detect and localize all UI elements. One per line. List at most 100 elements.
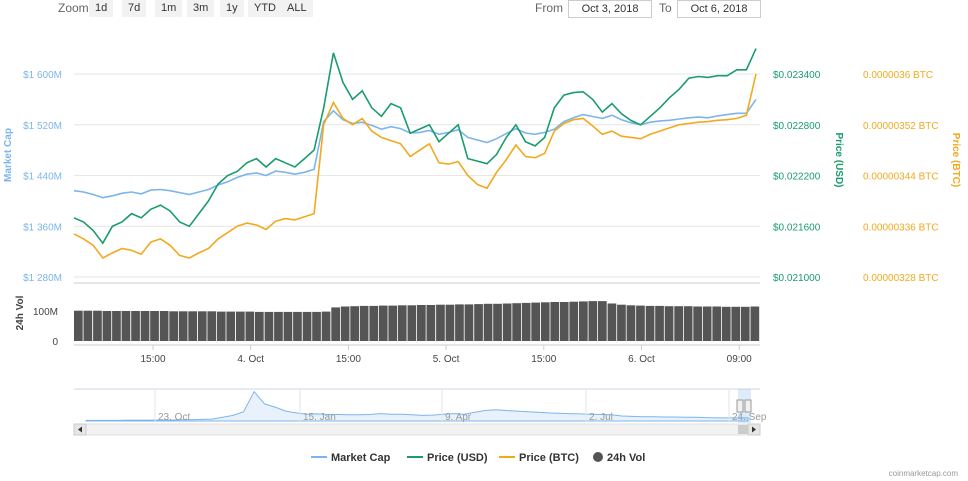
volume-bar [140, 311, 150, 341]
zoom-all-button[interactable]: ALL [281, 0, 313, 17]
volume-bar [626, 305, 636, 341]
legend: Market Cap Price (USD) Price (BTC) 24h V… [311, 452, 645, 464]
volume-bar [512, 303, 521, 341]
price-btc-tick-label: 0.0000036 BTC [863, 70, 933, 81]
volume-bar [426, 305, 436, 341]
volume-bar [607, 303, 617, 341]
volume-bar [598, 301, 607, 341]
to-date-input[interactable]: Oct 6, 2018 [677, 0, 761, 18]
volume-bar [93, 310, 102, 341]
volume-bar [312, 311, 321, 341]
volume-bar [150, 311, 159, 341]
volume-bar [102, 311, 112, 341]
zoom-7d-button[interactable]: 7d [122, 0, 147, 17]
x-tick-label: 4. Oct [237, 354, 264, 365]
from-date-input[interactable]: Oct 3, 2018 [568, 0, 652, 18]
volume-bar [436, 304, 445, 341]
legend-item-price-btc[interactable]: Price (BTC) [499, 452, 579, 464]
x-tick-label: 6. Oct [628, 354, 655, 365]
volume-bar [302, 311, 312, 341]
zoom-3m-button[interactable]: 3m [187, 0, 215, 17]
scrollbar-track[interactable] [73, 423, 761, 436]
legend-label-price-btc: Price (BTC) [519, 452, 579, 464]
scrollbar-left-arrow-icon [78, 426, 82, 433]
volume-tick-label: 100M [33, 307, 58, 318]
market-cap-axis-title: Market Cap [3, 128, 14, 182]
legend-dot-icon [593, 452, 603, 462]
volume-bar [159, 311, 169, 341]
volume-bar [226, 311, 236, 341]
navigator-area [85, 390, 749, 422]
volume-bar [121, 311, 131, 341]
legend-label-price-usd: Price (USD) [427, 452, 488, 464]
volume-bar [245, 311, 255, 341]
volume-bar [674, 306, 683, 341]
volume-bar [636, 305, 645, 341]
volume-bar [474, 304, 483, 341]
volume-bar [331, 307, 340, 341]
volume-bar [274, 311, 283, 341]
price-btc-axis-title: Price (BTC) [950, 133, 961, 187]
price-btc-tick-label: 0.00000344 BTC [863, 172, 939, 183]
volume-bar [464, 304, 474, 341]
scrollbar-right-arrow-icon [752, 426, 756, 433]
market-cap-tick-label: $1 600M [23, 70, 62, 81]
price-usd-axis-title: Price (USD) [833, 132, 844, 187]
volume-bar [664, 306, 674, 341]
x-tick-label: 09:00 [727, 354, 752, 365]
volume-bar [112, 311, 121, 341]
legend-item-24h-vol[interactable]: 24h Vol [593, 452, 645, 464]
navigator[interactable]: 23. Oct 15. Jan 9. Apr 2. Jul 24. Sep [74, 388, 767, 423]
volume-axis: 100M 0 [33, 307, 58, 348]
price-usd-tick-label: $0.023400 [773, 70, 821, 81]
x-tick-label: 15:00 [140, 354, 165, 365]
volume-bar [540, 302, 550, 341]
navigator-tick-label: 15. Jan [303, 412, 336, 423]
zoom-1d-button[interactable]: 1d [89, 0, 114, 17]
market-cap-tick-label: $1 360M [23, 222, 62, 233]
x-tick-label: 15:00 [531, 354, 556, 365]
volume-bar [445, 304, 455, 341]
volume-bar [693, 306, 702, 341]
price-usd-axis: $0.023400 $0.022800 $0.022200 $0.021600 $0.0… [773, 70, 821, 284]
volume-bar [683, 306, 693, 341]
price-btc-tick-label: 0.00000352 BTC [863, 121, 939, 132]
volume-bar [340, 306, 350, 341]
navigator-handle-right[interactable] [744, 399, 752, 413]
price-btc-axis: 0.0000036 BTC 0.00000352 BTC 0.00000344 BT… [863, 70, 939, 284]
volume-bar [750, 306, 760, 341]
legend-item-market-cap[interactable]: Market Cap [311, 452, 391, 464]
volume-bar [579, 301, 588, 341]
volume-bar [502, 303, 512, 341]
scrollbar-thumb[interactable] [738, 425, 748, 434]
price-usd-tick-label: $0.021600 [773, 222, 821, 233]
volume-bar [407, 305, 417, 341]
price-usd-tick-label: $0.022800 [773, 121, 821, 132]
navigator-handle-left[interactable] [736, 399, 744, 413]
market-cap-tick-label: $1 280M [23, 273, 62, 284]
volume-bar [388, 305, 398, 341]
navigator-tick-label: 2. Jul [589, 412, 613, 423]
scrollbar[interactable] [73, 423, 761, 436]
x-axis: 15:00 4. Oct 15:00 5. Oct 15:00 6. Oct 09:00 [140, 345, 752, 365]
credit-link[interactable]: coinmarketcap.com [888, 469, 958, 478]
navigator-tick-label: 9. Apr [445, 412, 472, 423]
volume-bar [397, 305, 407, 341]
zoom-1m-button[interactable]: 1m [155, 0, 183, 17]
x-tick-label: 15:00 [336, 354, 361, 365]
legend-label-market-cap: Market Cap [331, 452, 391, 464]
legend-label-24h-vol: 24h Vol [607, 452, 645, 464]
legend-item-price-usd[interactable]: Price (USD) [407, 452, 488, 464]
from-label: From [535, 1, 563, 15]
volume-bar [321, 311, 331, 341]
volume-bar [712, 306, 722, 341]
volume-bar [531, 302, 540, 341]
market-cap-tick-label: $1 520M [23, 121, 62, 132]
grid-lines [74, 73, 760, 346]
zoom-ytd-button[interactable]: YTD [248, 0, 282, 17]
volume-bar [483, 303, 493, 341]
volume-bar [559, 302, 569, 341]
zoom-1y-button[interactable]: 1y [220, 0, 244, 17]
volume-bar [731, 306, 741, 341]
